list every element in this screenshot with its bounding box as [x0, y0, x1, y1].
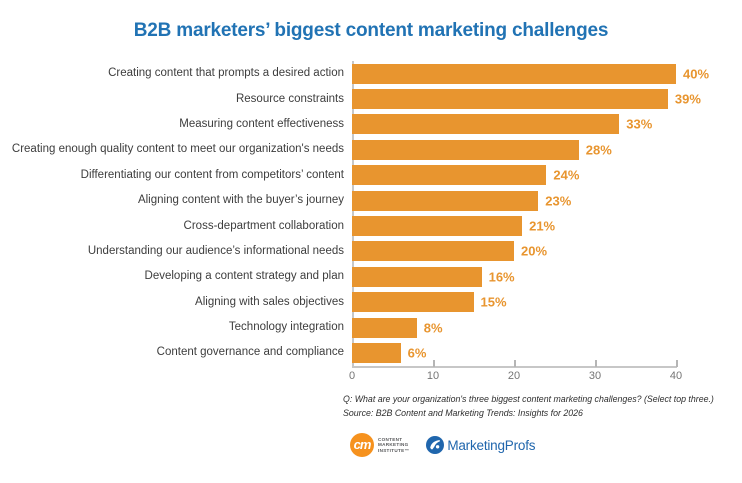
- bar: [352, 266, 482, 287]
- x-axis-tick: [433, 360, 435, 367]
- chart-row: Aligning with sales objectives 15%: [0, 290, 742, 315]
- category-label: Cross-department collaboration: [183, 219, 344, 232]
- bar-chart: Creating content that prompts a desired …: [0, 61, 742, 368]
- bar: [352, 241, 514, 262]
- cmi-monogram-icon: cm: [350, 433, 374, 457]
- category-label: Technology integration: [228, 321, 344, 334]
- chart-rows: Creating content that prompts a desired …: [0, 61, 742, 366]
- bar-track: 24%: [352, 165, 742, 186]
- bar: [352, 139, 579, 160]
- bar: [352, 89, 668, 110]
- value-label: 20%: [521, 243, 548, 259]
- chart-row: Content governance and compliance 6%: [0, 340, 742, 365]
- cmi-logo-line3: INSTITUTE™: [378, 447, 410, 453]
- chart-row: Cross-department collaboration 21%: [0, 213, 742, 238]
- x-axis-tick: [514, 360, 516, 367]
- bar-track: 21%: [352, 216, 742, 237]
- chart-row: Measuring content effectiveness 33%: [0, 112, 742, 137]
- value-label: 23%: [545, 193, 572, 209]
- category-label: Creating content that prompts a desired …: [108, 67, 344, 80]
- bar-track: 15%: [352, 292, 742, 313]
- logos: cm CONTENT MARKETING INSTITUTE™ Marketin…: [350, 433, 536, 457]
- x-axis-tick-labels: 0 10 20 30 40: [0, 370, 742, 384]
- x-axis-tick: [595, 360, 597, 367]
- bar: [352, 317, 417, 338]
- y-axis-line: [352, 61, 354, 366]
- bar: [352, 165, 547, 186]
- value-label: 33%: [626, 116, 653, 132]
- x-axis-tick-label: 10: [426, 370, 440, 382]
- bar-track: 33%: [352, 114, 742, 135]
- category-label: Creating enough quality content to meet …: [11, 143, 344, 156]
- category-label: Measuring content effectiveness: [179, 117, 344, 130]
- bar-track: 20%: [352, 241, 742, 262]
- bar-track: 8%: [352, 317, 742, 338]
- x-axis-tick: [676, 360, 678, 367]
- chart-row: Differentiating our content from competi…: [0, 163, 742, 188]
- value-label: 39%: [674, 91, 701, 107]
- value-label: 6%: [407, 345, 427, 361]
- bar: [352, 190, 539, 211]
- chart-row: Developing a content strategy and plan 16…: [0, 264, 742, 289]
- content-marketing-institute-logo: cm CONTENT MARKETING INSTITUTE™: [350, 433, 409, 457]
- chart-title: B2B marketers’ biggest content marketing…: [133, 20, 609, 41]
- category-label: Resource constraints: [235, 92, 344, 105]
- category-label: Aligning content with the buyer’s journe…: [137, 194, 344, 207]
- value-label: 40%: [683, 66, 710, 82]
- value-label: 24%: [553, 167, 580, 183]
- chart-row: Creating enough quality content to meet …: [0, 137, 742, 162]
- value-label: 15%: [480, 294, 507, 310]
- chart-row: Technology integration 8%: [0, 315, 742, 340]
- bar-track: 28%: [352, 139, 742, 160]
- bar-track: 23%: [352, 190, 742, 211]
- bar: [352, 216, 523, 237]
- bar-track: 16%: [352, 266, 742, 287]
- cmi-logo-line2: MARKETING: [378, 442, 409, 448]
- value-label: 28%: [585, 142, 612, 158]
- category-label: Content governance and compliance: [156, 346, 344, 359]
- category-label: Developing a content strategy and plan: [144, 270, 344, 283]
- chart-row: Understanding our audience’s information…: [0, 239, 742, 264]
- cmi-logo-text: CONTENT MARKETING INSTITUTE™: [378, 437, 409, 454]
- bar-track: 40%: [352, 63, 742, 84]
- category-label: Differentiating our content from competi…: [80, 168, 344, 181]
- bar: [352, 114, 620, 135]
- chart-row: Resource constraints 39%: [0, 86, 742, 111]
- bar: [352, 292, 474, 313]
- x-axis-tick-label: 40: [669, 370, 683, 382]
- x-axis-tick-label: 20: [507, 370, 521, 382]
- footnote-source: Source: B2B Content and Marketing Trends…: [343, 407, 583, 418]
- category-label: Aligning with sales objectives: [195, 295, 344, 308]
- bar-track: 6%: [352, 342, 742, 363]
- value-label: 16%: [488, 269, 515, 285]
- cmi-logo-line1: CONTENT: [378, 436, 403, 442]
- footnote-question: Q: What are your organization's three bi…: [343, 394, 714, 404]
- marketingprofs-logo-text: MarketingProfs: [447, 437, 536, 453]
- chart-row: Creating content that prompts a desired …: [0, 61, 742, 86]
- bar: [352, 63, 676, 84]
- footnote: Q: What are your organization's three bi…: [343, 393, 742, 420]
- value-label: 21%: [529, 218, 556, 234]
- x-axis-tick-label: 0: [348, 370, 356, 382]
- value-label: 8%: [423, 320, 443, 336]
- marketingprofs-globe-icon: [426, 436, 445, 454]
- marketingprofs-logo: MarketingProfs: [426, 436, 536, 454]
- chart-row: Aligning content with the buyer’s journe…: [0, 188, 742, 213]
- bar: [352, 342, 401, 363]
- bar-track: 39%: [352, 89, 742, 110]
- x-axis-tick-label: 30: [588, 370, 602, 382]
- category-label: Understanding our audience’s information…: [87, 244, 344, 257]
